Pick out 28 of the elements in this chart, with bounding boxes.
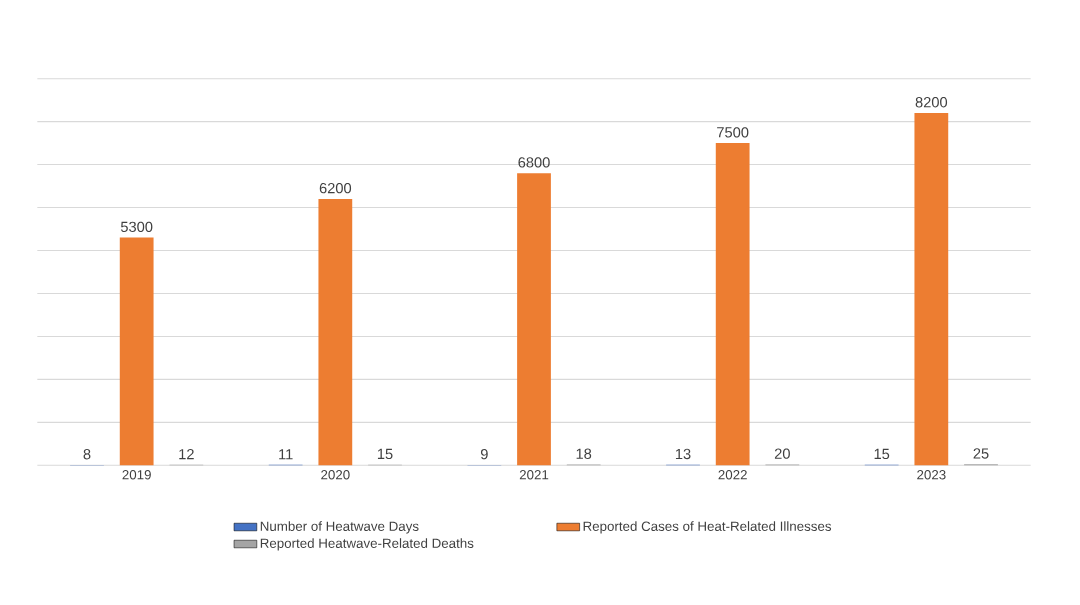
x-tick-label: 2023 — [917, 469, 946, 480]
bar — [517, 173, 551, 466]
legend-label: Reported Heatwave-Related Deaths — [260, 538, 474, 551]
data-label: 8 — [83, 448, 91, 460]
x-tick-label: 2022 — [718, 469, 747, 480]
x-tick-label: 2019 — [122, 469, 151, 480]
data-label: 12 — [179, 448, 194, 460]
data-label: 9 — [480, 448, 488, 460]
data-label: 5300 — [120, 221, 153, 232]
data-label: 13 — [675, 448, 691, 460]
data-label: 18 — [576, 448, 592, 459]
data-label: 25 — [973, 448, 989, 459]
data-label: 11 — [279, 449, 293, 460]
data-label: 15 — [377, 448, 393, 459]
legend-label: Reported Cases of Heat-Related Illnesses — [583, 521, 832, 534]
legend-label: Number of Heatwave Days — [260, 521, 419, 534]
bar — [715, 142, 750, 466]
bar — [318, 198, 353, 466]
data-label: 20 — [774, 448, 790, 459]
data-label: 6200 — [319, 182, 352, 194]
x-tick-label: 2020 — [321, 469, 350, 480]
bar — [914, 112, 949, 466]
data-label: 6800 — [518, 157, 550, 168]
data-label: 15 — [874, 448, 890, 459]
x-tick-label: 2021 — [519, 469, 549, 480]
data-label: 8200 — [915, 96, 948, 108]
bar — [119, 237, 154, 466]
data-label: 7500 — [717, 126, 749, 138]
